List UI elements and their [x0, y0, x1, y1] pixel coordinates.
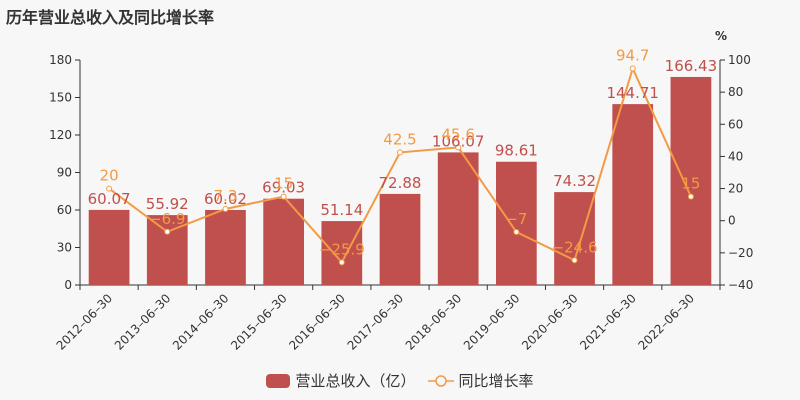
growth-value-label: −7 [505, 210, 527, 228]
right-tick-label: −20 [728, 246, 753, 260]
growth-point[interactable] [455, 144, 462, 151]
bar-swatch-icon [266, 373, 291, 388]
left-tick-label: 30 [57, 241, 72, 255]
revenue-bar[interactable] [554, 192, 595, 285]
revenue-value-label: 55.92 [146, 195, 189, 213]
category-label: 2015–06–30 [228, 291, 290, 353]
chart-title: 历年营业总收入及同比增长率 [6, 8, 215, 27]
growth-value-label: 42.5 [383, 130, 416, 148]
revenue-bar[interactable] [205, 209, 246, 285]
growth-point[interactable] [571, 257, 578, 264]
right-tick-label: 80 [728, 85, 743, 99]
category-label: 2017–06–30 [345, 291, 407, 353]
revenue-value-label: 106.07 [432, 132, 485, 150]
category-label: 2022–06–30 [635, 291, 697, 353]
growth-point[interactable] [397, 149, 403, 156]
growth-value-label: 45.6 [441, 125, 474, 143]
revenue-value-label: 72.88 [379, 174, 422, 192]
revenue-bar[interactable] [437, 152, 479, 285]
growth-value-label: −25.9 [319, 240, 365, 258]
right-tick-label: 40 [728, 149, 743, 163]
right-tick-label: 100 [728, 53, 751, 67]
legend-label-revenue: 营业总收入（亿） [295, 372, 416, 390]
category-label: 2021–06–30 [577, 291, 639, 353]
right-tick-label: 60 [728, 117, 743, 131]
left-tick-label: 180 [49, 53, 72, 67]
growth-value-label: −24.6 [552, 238, 598, 256]
left-tick-label: 60 [57, 203, 72, 217]
growth-point[interactable] [629, 65, 636, 72]
growth-point[interactable] [280, 193, 287, 200]
revenue-value-label: 144.71 [606, 84, 659, 102]
growth-point[interactable] [106, 185, 113, 192]
legend-item-growth[interactable]: 同比增长率 [427, 370, 534, 391]
revenue-value-label: 51.14 [320, 201, 363, 219]
category-label: 2013–06–30 [112, 291, 174, 353]
revenue-bar[interactable] [496, 161, 537, 285]
growth-point[interactable] [222, 205, 229, 212]
right-tick-label: 0 [728, 214, 736, 228]
category-label: 2018–06–30 [403, 291, 465, 353]
category-label: 2016–06–30 [286, 291, 348, 353]
category-label: 2019–06–30 [461, 291, 523, 353]
revenue-bar[interactable] [612, 104, 654, 285]
revenue-value-label: 60.07 [88, 190, 131, 208]
revenue-bar[interactable] [321, 221, 363, 285]
left-tick-label: 0 [64, 278, 72, 292]
growth-value-label: 15 [274, 175, 293, 193]
category-label: 2012–06–30 [54, 291, 116, 353]
growth-value-label: −6.9 [149, 210, 185, 228]
revenue-value-label: 60.02 [204, 190, 247, 208]
revenue-bar[interactable] [88, 209, 130, 285]
legend-label-growth: 同比增长率 [458, 372, 534, 390]
growth-point[interactable] [687, 193, 694, 200]
growth-value-label: 7.3 [214, 187, 238, 205]
growth-value-label: 20 [100, 167, 119, 185]
line-marker-icon [427, 374, 454, 387]
right-tick-label: −40 [728, 278, 753, 292]
growth-value-label: 94.7 [616, 47, 649, 65]
revenue-bar[interactable] [379, 193, 421, 285]
left-tick-label: 120 [49, 128, 72, 142]
growth-point[interactable] [164, 228, 171, 235]
revenue-bar[interactable] [670, 76, 712, 286]
right-axis-unit: % [715, 29, 727, 43]
left-tick-label: 150 [49, 91, 72, 105]
growth-value-label: 15 [681, 175, 700, 193]
left-tick-label: 90 [57, 166, 72, 180]
category-label: 2014–06–30 [170, 291, 232, 353]
right-tick-label: 20 [728, 182, 743, 196]
legend: 营业总收入（亿） 同比增长率 [0, 370, 800, 391]
revenue-value-label: 69.03 [262, 179, 305, 197]
growth-point[interactable] [513, 228, 520, 235]
revenue-value-label: 166.43 [665, 57, 718, 75]
revenue-value-label: 98.61 [495, 142, 538, 160]
revenue-value-label: 74.32 [553, 172, 596, 190]
legend-item-revenue[interactable]: 营业总收入（亿） [266, 370, 416, 391]
growth-point[interactable] [338, 259, 345, 266]
category-label: 2020–06–30 [519, 291, 581, 353]
